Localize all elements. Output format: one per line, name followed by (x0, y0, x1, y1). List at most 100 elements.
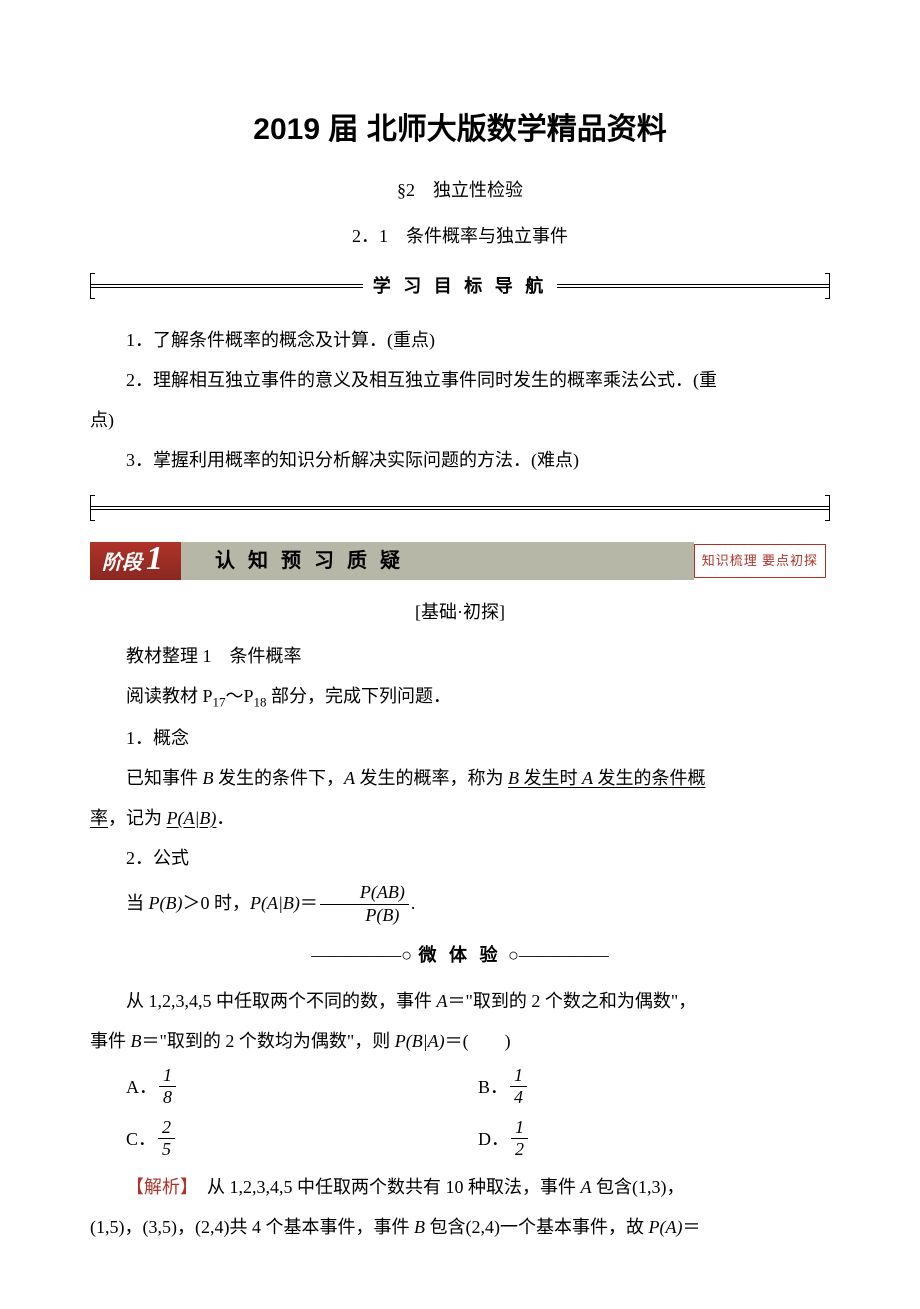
analysis-line1: 【解析】 从 1,2,3,4,5 中任取两个数共有 10 种取法，事件 A 包含… (90, 1169, 830, 1205)
ana-pa: P(A) (648, 1217, 682, 1237)
concept-l2-end: ． (216, 808, 234, 828)
objective-1: 1．了解条件概率的概念及计算．(重点) (90, 322, 830, 358)
main-title: 2019 届 北师大版数学精品资料 (90, 100, 830, 160)
ana-var-b: B (414, 1217, 425, 1237)
var-b-2: B (508, 768, 519, 788)
objective-2-line2: 点) (90, 402, 830, 438)
micro-divider: —————○ 微 体 验 ○————— (90, 937, 830, 973)
objective-3: 3．掌握利用概率的知识分析解决实际问题的方法．(难点) (90, 442, 830, 478)
formula-den: P(B) (320, 905, 409, 927)
ana-l2-3: ＝ (682, 1217, 700, 1237)
opt-c-label: C． (126, 1121, 156, 1157)
question-line1: 从 1,2,3,4,5 中任取两个不同的数，事件 A＝"取到的 2 个数之和为偶… (90, 983, 830, 1019)
formula-pb: P(B) (149, 893, 183, 913)
var-a-2: A (582, 768, 593, 788)
concept-line1: 已知事件 B 发生的条件下，A 发生的概率，称为 B 发生时 A 发生的条件概 (90, 760, 830, 796)
concept-pab: P(A|B) (167, 808, 217, 828)
nav-banner-text: 学 习 目 标 导 航 (363, 268, 558, 304)
concept-line2: 率，记为 P(A|B)． (90, 800, 830, 836)
q-l2-1: ＝"取到的 2 个数均为偶数"，则 (142, 1031, 395, 1051)
opt-c-num: 2 (158, 1117, 175, 1140)
q-l2-prefix: 事件 (90, 1031, 131, 1051)
formula-eq: ＝ (300, 893, 318, 913)
phase-label: 阶段 (102, 543, 142, 583)
phase-title: 认 知 预 习 质 疑 (199, 541, 404, 581)
concept-t1: 发生的条件下， (214, 768, 345, 788)
phase-banner: 阶段 1 认 知 预 习 质 疑 知识梳理 要点初探 (90, 542, 830, 580)
concept-label: 1．概念 (90, 720, 830, 756)
q-var-a: A (437, 991, 448, 1011)
formula-num: P(AB) (320, 882, 409, 905)
sub-title: §2 独立性检验 (90, 172, 830, 208)
ana-t1: 从 1,2,3,4,5 中任取两个数共有 10 种取法，事件 (189, 1177, 581, 1197)
formula-cond: ＞0 时， (182, 893, 250, 913)
concept-u1: 发生时 (519, 768, 582, 788)
nav-line-left-2 (90, 506, 460, 510)
material-title: 教材整理 1 条件概率 (90, 638, 830, 674)
option-c: C． 25 (126, 1117, 478, 1161)
formula-prefix: 当 (126, 893, 149, 913)
concept-l2-prefix: 率 (90, 808, 108, 828)
formula-label: 2．公式 (90, 840, 830, 876)
nav-line-right-2 (460, 506, 830, 510)
page-from: 17 (213, 695, 226, 710)
opt-b-den: 4 (510, 1087, 527, 1109)
opt-c-den: 5 (158, 1139, 175, 1161)
ana-l2-1: (1,5)，(3,5)，(2,4)共 4 个基本事件，事件 (90, 1217, 414, 1237)
section-number: 2．1 条件概率与独立事件 (90, 218, 830, 254)
option-a: A． 18 (126, 1065, 478, 1109)
opt-a-frac: 18 (159, 1065, 176, 1109)
reading-suffix: 部分，完成下列问题． (267, 686, 452, 706)
concept-l2-mid: ，记为 (108, 808, 167, 828)
basics-heading: [基础·初探] (90, 594, 830, 630)
opt-a-num: 1 (159, 1065, 176, 1088)
concept-u2: 发生的条件概 (593, 768, 706, 788)
concept-prefix: 已知事件 (126, 768, 203, 788)
opt-d-num: 1 (511, 1117, 528, 1140)
formula-end: . (411, 893, 416, 913)
phase-end-tag: 知识梳理 要点初探 (694, 544, 826, 578)
micro-right: ————— (519, 945, 609, 965)
phase-line: 认 知 预 习 质 疑 (181, 542, 694, 580)
opt-d-den: 2 (511, 1139, 528, 1161)
q-l2-end: ＝( ) (445, 1031, 511, 1051)
nav-line-right (557, 284, 830, 288)
ana-t2: 包含(1,3)， (592, 1177, 685, 1197)
opt-a-den: 8 (159, 1087, 176, 1109)
micro-left: ————— (311, 945, 401, 965)
q-prefix: 从 1,2,3,4,5 中任取两个不同的数，事件 (126, 991, 437, 1011)
formula-line: 当 P(B)＞0 时，P(A|B)＝P(AB)P(B). (90, 882, 830, 927)
phase-box: 阶段 1 (90, 542, 181, 580)
opt-b-num: 1 (510, 1065, 527, 1088)
var-a-1: A (344, 768, 355, 788)
nav-banner-bottom (90, 492, 830, 524)
q-pbga: P(B|A) (395, 1031, 445, 1051)
formula-frac: P(AB)P(B) (320, 882, 409, 926)
opt-d-frac: 12 (511, 1117, 528, 1161)
option-b: B． 14 (478, 1065, 830, 1109)
opt-a-label: A． (126, 1069, 157, 1105)
analysis-line2: (1,5)，(3,5)，(2,4)共 4 个基本事件，事件 B 包含(2,4)一… (90, 1209, 830, 1245)
analysis-label: 【解析】 (126, 1177, 189, 1197)
tilde: ～ (226, 686, 244, 706)
question-line2: 事件 B＝"取到的 2 个数均为偶数"，则 P(B|A)＝( ) (90, 1023, 830, 1059)
concept-underline: B 发生时 A 发生的条件概 (508, 768, 706, 788)
q-t1: ＝"取到的 2 个数之和为偶数"， (448, 991, 697, 1011)
concept-t2: 发生的概率，称为 (355, 768, 508, 788)
q-var-b: B (131, 1031, 142, 1051)
phase-number: 1 (146, 542, 163, 576)
page-to: 18 (254, 695, 267, 710)
objective-2-line1: 2．理解相互独立事件的意义及相互独立事件同时发生的概率乘法公式．(重 (90, 362, 830, 398)
opt-b-frac: 14 (510, 1065, 527, 1109)
opt-c-frac: 25 (158, 1117, 175, 1161)
opt-b-label: B． (478, 1069, 508, 1105)
opt-d-label: D． (478, 1121, 509, 1157)
option-d: D． 12 (478, 1117, 830, 1161)
nav-banner: 学 习 目 标 导 航 (90, 270, 830, 302)
options-list: A． 18 B． 14 C． 25 D． 12 (90, 1065, 830, 1169)
micro-text: 微 体 验 (419, 945, 502, 965)
nav-line-left (90, 284, 363, 288)
formula-pagb: P(A|B) (250, 893, 300, 913)
var-b-1: B (203, 768, 214, 788)
reading-line: 阅读教材 P17～P18 部分，完成下列问题． (90, 678, 830, 716)
